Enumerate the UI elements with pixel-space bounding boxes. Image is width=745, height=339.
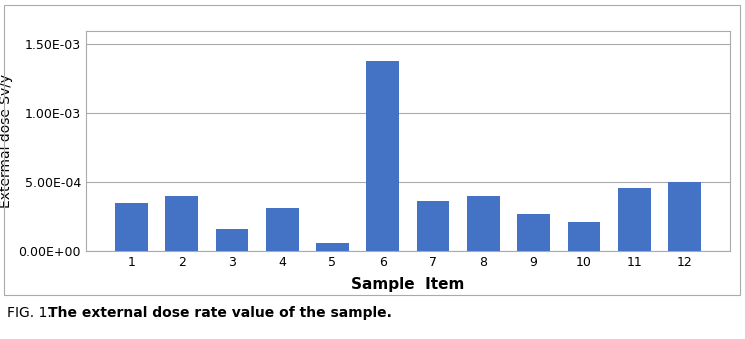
Bar <box>115 203 148 251</box>
Bar <box>416 201 449 251</box>
Bar <box>618 187 650 251</box>
Bar <box>467 196 500 251</box>
Bar <box>215 229 248 251</box>
Bar <box>165 196 198 251</box>
Bar <box>316 243 349 251</box>
Bar <box>367 61 399 251</box>
Y-axis label: Extermal dose Sv/y: Extermal dose Sv/y <box>0 74 13 208</box>
Bar <box>668 182 701 251</box>
Text: The external dose rate value of the sample.: The external dose rate value of the samp… <box>48 306 393 320</box>
Text: FIG. 1.: FIG. 1. <box>7 306 57 320</box>
X-axis label: Sample  Item: Sample Item <box>351 277 465 292</box>
Bar <box>568 222 600 251</box>
Bar <box>266 208 299 251</box>
Bar <box>517 214 550 251</box>
